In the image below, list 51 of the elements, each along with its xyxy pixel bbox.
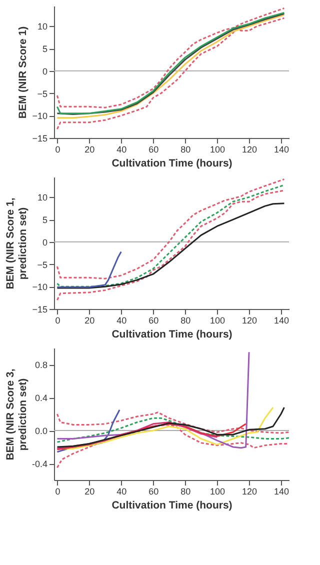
y-tick-label: −15 [32,304,48,314]
y-tick-label: 0.8 [34,360,48,370]
line-series [56,417,289,443]
x-tick-label: 120 [242,144,258,154]
x-tick-label: 40 [116,486,127,496]
x-tick-label: 100 [210,486,226,496]
x-tick-label: 20 [84,316,95,326]
y-axis-title: BEM (NIR Score 3, prediction set) [4,368,29,460]
line-series [56,190,285,301]
y-axis-title: BEM (NIR Score 1) [17,26,30,119]
x-tick-label: 120 [242,486,258,496]
x-tick-label: 60 [148,316,159,326]
x-tick-label: 140 [274,486,290,496]
y-tick-label: 0.4 [34,393,48,403]
x-tick-label: 40 [116,144,127,154]
y-tick-label: −5 [37,88,48,99]
y-tick-label: −15 [32,134,48,144]
x-tick-label: 140 [274,144,290,154]
x-tick-label: 0 [55,144,60,154]
x-tick-label: 20 [84,486,95,496]
x-tick-label: 60 [148,486,159,496]
x-tick-label: 80 [180,486,191,496]
y-tick-label: 10 [37,192,48,203]
y-tick-label: 10 [37,22,48,32]
y-tick-label: 5 [42,44,48,54]
x-tick-label: 0 [55,316,60,326]
y-tick-label: 0.0 [34,426,48,436]
x-tick-label: 80 [180,144,191,154]
x-tick-label: 40 [116,316,127,326]
y-axis-title: BEM (NIR Score 1, prediction set) [4,198,30,290]
x-axis-title: Cultivation Time (hours) [112,328,232,340]
x-tick-label: 140 [274,316,290,326]
x-tick-label: 100 [210,144,226,154]
y-tick-label: 5 [42,215,48,226]
line-series [56,250,122,288]
x-tick-label: 60 [148,144,159,154]
x-tick-label: 80 [180,316,191,326]
y-tick-label: −10 [32,282,48,292]
y-tick-label: −10 [32,111,48,122]
x-axis-title: Cultivation Time (hours) [112,500,232,512]
line-series [56,412,289,434]
x-axis-title: Cultivation Time (hours) [112,158,232,170]
line-series [56,202,285,289]
x-tick-label: 120 [242,316,258,326]
y-tick-label: 0 [42,66,48,76]
x-tick-label: 100 [210,316,226,326]
x-tick-label: 0 [55,486,60,496]
y-tick-label: −5 [37,260,48,270]
x-tick-label: 20 [84,144,95,154]
y-tick-label: 0 [42,237,48,248]
y-tick-label: -0.4 [32,459,48,469]
